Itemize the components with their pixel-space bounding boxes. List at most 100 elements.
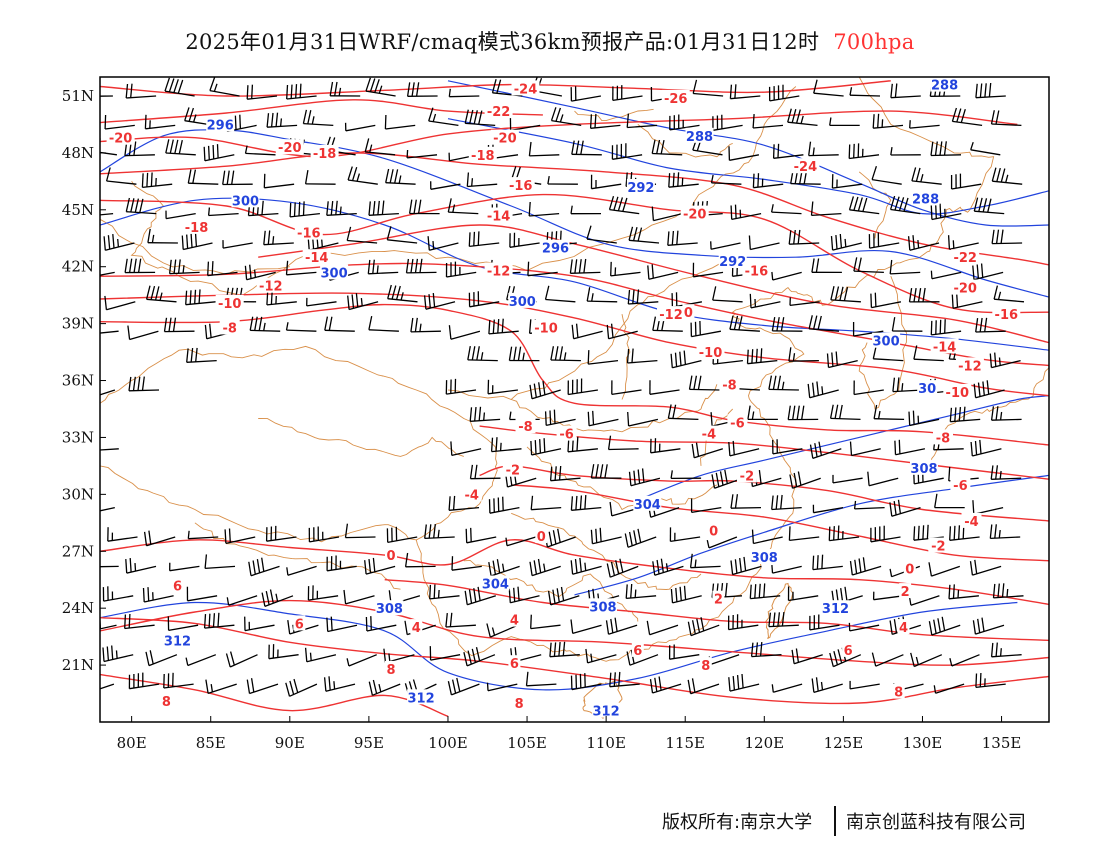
contour-label: 312 [593,705,620,720]
wind-barb [100,212,114,216]
temperature-contour [100,292,1049,397]
wind-barb [529,380,561,400]
wind-barb [364,557,396,575]
wind-barb [465,527,497,544]
wind-barb [975,672,1006,689]
wind-barb [387,284,418,303]
wind-barb [993,285,1025,303]
wind-barb [329,81,361,97]
contour-label-bg [736,467,757,483]
wind-barb [989,352,1021,369]
wind-barb [246,84,278,100]
contour-label: 300 [321,266,348,281]
wind-barb [972,263,1004,281]
wind-barb [571,140,602,156]
wind-barb [286,565,317,576]
wind-barb [894,439,926,456]
wind-barb [829,404,861,421]
wind-barb [891,317,923,332]
wind-barb [728,146,760,161]
wind-barb [930,203,962,221]
contour-label-bg [182,218,211,234]
wind-barb [628,226,660,244]
wind-barb [586,225,617,244]
wind-barb [367,259,399,275]
height-contour [637,395,1049,501]
wind-barb [651,206,683,222]
wind-barb [128,376,160,392]
wind-barb [872,113,904,129]
contour-label-bg [592,702,621,718]
wind-barb [808,141,839,157]
wind-barb [385,168,416,185]
contour-label-bg [897,619,910,635]
wind-barb [185,289,216,306]
wind-barb [488,496,520,514]
contour-label: 312 [164,634,191,649]
contour-label-bg [903,560,916,576]
temperature-contour [100,110,1018,158]
wind-barb [868,232,900,249]
contour-label-bg [626,179,655,194]
wind-barb [168,259,200,275]
wind-barb [491,79,523,97]
wind-barb [464,109,496,127]
contour-label: 296 [542,242,569,257]
wind-barb [100,271,115,276]
contour-label-bg [899,583,912,599]
contour-label-bg [219,319,240,335]
wind-barb [244,616,275,632]
wind-barb [445,261,477,278]
wind-barb [646,620,679,636]
wind-barb [890,147,921,156]
wind-barb [810,201,842,217]
wind-barb [544,409,576,427]
wind-barb [751,529,783,545]
contour-label-bg [928,537,949,553]
height-contour [100,197,1049,351]
wind-barb [324,316,355,332]
wind-barb [849,441,881,457]
wind-barb [692,79,724,97]
wind-barb [344,523,376,539]
wind-barb [347,293,379,311]
wind-barb [832,474,863,484]
contour-label-bg [506,177,535,193]
wind-barb [768,612,799,628]
contour-label: -26 [664,92,688,107]
wind-barb [930,319,962,336]
boundary-line [858,171,892,239]
footer-copyright: 版权所有:南京大学 [662,812,813,833]
contour-label: 6 [633,644,642,659]
wind-barb [930,270,962,280]
wind-barb [404,552,436,568]
wind-barb [547,586,580,606]
contour-label: 304 [482,578,509,593]
wind-barb [204,554,236,570]
wind-barb [448,325,481,340]
contour-label-bg [532,319,560,335]
y-tick-label: 36N [62,372,94,390]
wind-barb [343,589,375,605]
contour-label-bg [511,80,540,96]
boundary-line [511,384,718,433]
wind-barb [266,290,297,306]
wind-barb [225,651,258,668]
contour-label-bg [589,598,617,614]
contour-label: -22 [953,251,977,266]
x-tick-label: 105E [507,734,547,752]
contour-label-bg [910,459,938,475]
contour-label: -12 [958,359,982,374]
wind-barb [830,233,862,251]
wind-barb [384,114,416,130]
wind-barb [609,671,640,688]
wind-barb [951,107,983,127]
wind-barb [990,406,1022,421]
wind-barb [450,441,482,457]
contour-label: 6 [295,617,304,632]
wind-barb [587,350,619,365]
wind-barb [652,558,684,576]
contour-label-bg [930,77,959,92]
contour-label-bg [712,590,725,606]
wind-barb [990,465,1022,480]
